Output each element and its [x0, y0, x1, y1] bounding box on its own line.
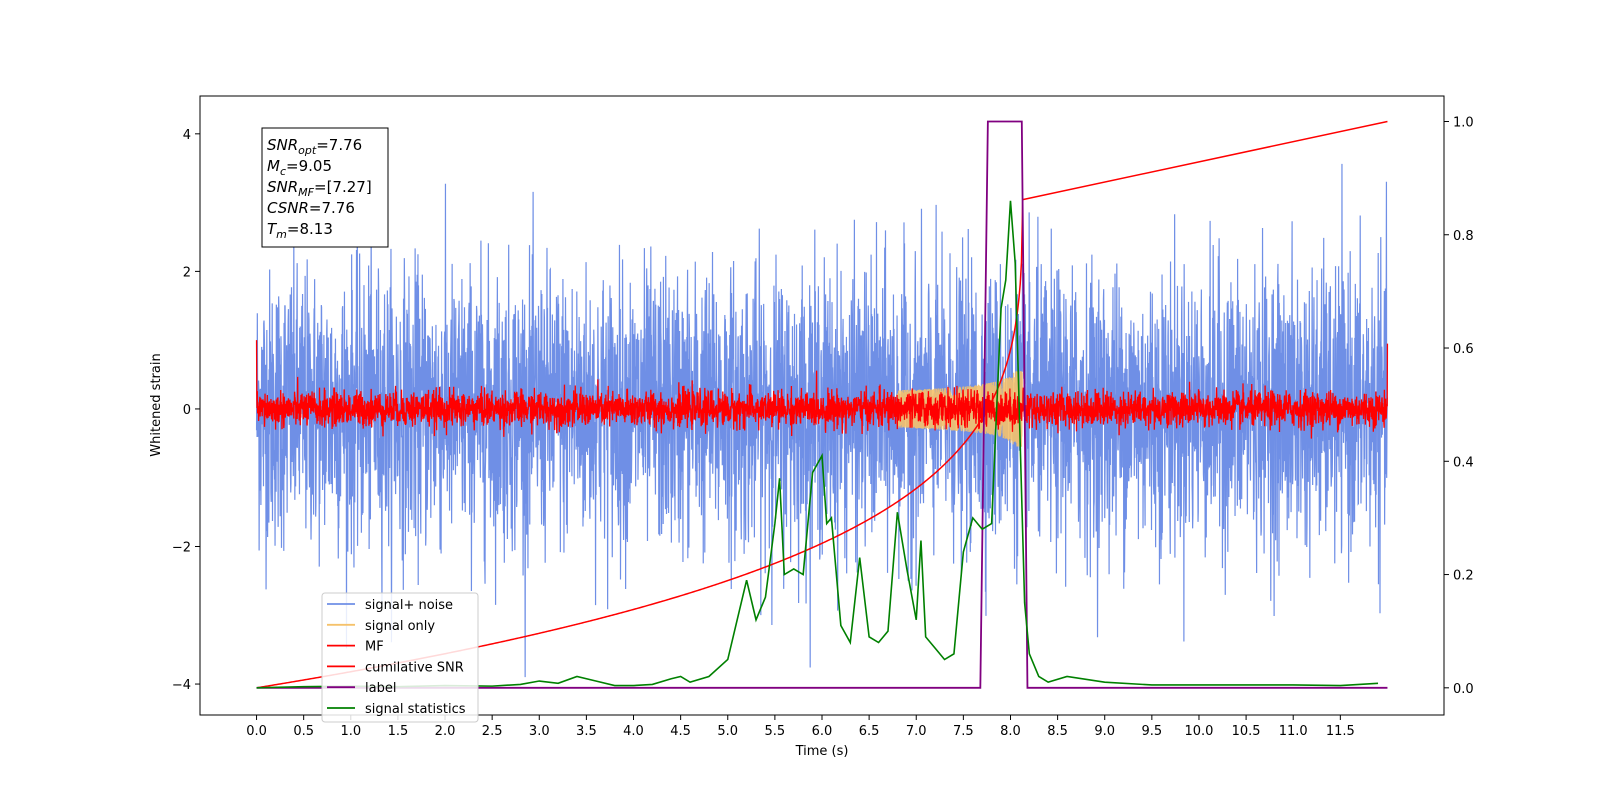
x-tick-label: 10.5 [1232, 724, 1261, 739]
x-tick-label: 3.0 [529, 724, 550, 739]
info-line: CSNR=7.76 [267, 199, 355, 217]
legend-label: label [365, 681, 396, 696]
x-axis-label: Time (s) [795, 744, 849, 759]
x-tick-label: 5.0 [717, 724, 738, 739]
x-tick-label: 8.5 [1047, 724, 1068, 739]
x-tick-label: 10.0 [1184, 724, 1213, 739]
x-tick-label: 0.5 [293, 724, 314, 739]
legend-frame [321, 592, 479, 723]
y-tick-label-left: −4 [172, 678, 191, 693]
legend-label: cumilative SNR [365, 660, 464, 675]
y-tick-label-right: 0.4 [1453, 455, 1474, 470]
y-tick-label-right: 0.8 [1453, 229, 1474, 244]
legend-label: signal+ noise [365, 598, 453, 613]
x-tick-label: 1.0 [340, 724, 361, 739]
y-tick-label-left: 2 [183, 265, 191, 280]
y-axis-left-ticks: −4 −2 0 2 4 [172, 128, 200, 693]
x-tick-label: 4.0 [623, 724, 644, 739]
y-tick-label-right: 0.2 [1453, 569, 1474, 584]
y-tick-label-left: −2 [172, 540, 191, 555]
info-box-frame [261, 127, 389, 248]
x-tick-label: 6.5 [859, 724, 880, 739]
y-axis-right-ticks: 0.0 0.2 0.4 0.6 0.8 1.0 [1444, 115, 1474, 697]
y-tick-label-left: 4 [183, 128, 191, 143]
x-tick-label: 9.5 [1142, 724, 1163, 739]
x-tick-label: 11.5 [1326, 724, 1355, 739]
info-line: Mc=9.05 [267, 157, 332, 178]
y-axis-label: Whitened strain [149, 353, 164, 456]
y-tick-label-left: 0 [183, 403, 191, 418]
x-tick-label: 5.5 [765, 724, 786, 739]
legend-label: signal only [365, 619, 435, 634]
info-line: SNRMF=[7.27] [267, 178, 372, 199]
y-tick-label-right: 1.0 [1453, 115, 1474, 130]
x-tick-label: 0.0 [246, 724, 267, 739]
x-tick-label: 11.0 [1279, 724, 1308, 739]
info-line: SNRopt=7.76 [267, 136, 362, 157]
x-tick-label: 3.5 [576, 724, 597, 739]
legend-label: MF [365, 640, 384, 655]
x-tick-label: 4.5 [670, 724, 691, 739]
info-line: Tm=8.13 [267, 220, 333, 241]
y-tick-label-right: 0.0 [1453, 682, 1474, 697]
x-tick-label: 7.5 [953, 724, 974, 739]
x-tick-label: 7.0 [906, 724, 927, 739]
x-tick-label: 1.5 [388, 724, 409, 739]
legend-label: signal statistics [365, 702, 466, 717]
y-tick-label-right: 0.6 [1453, 342, 1474, 357]
x-tick-label: 8.0 [1000, 724, 1021, 739]
x-tick-label: 2.5 [482, 724, 503, 739]
x-tick-label: 6.0 [812, 724, 833, 739]
legend: signal+ noise signal only MF cumilative SNR… [321, 592, 479, 723]
series-mf [255, 340, 1389, 439]
x-tick-label: 9.0 [1094, 724, 1115, 739]
x-axis-ticks: 0.0 0.5 1.0 1.5 2.0 2.5 3.0 3.5 4.0 4.5 5.0 5.5 6.0 6… [246, 715, 1355, 739]
x-tick-label: 2.0 [435, 724, 456, 739]
series-label [256, 120, 1388, 689]
series-signal-statistics [256, 200, 1379, 689]
